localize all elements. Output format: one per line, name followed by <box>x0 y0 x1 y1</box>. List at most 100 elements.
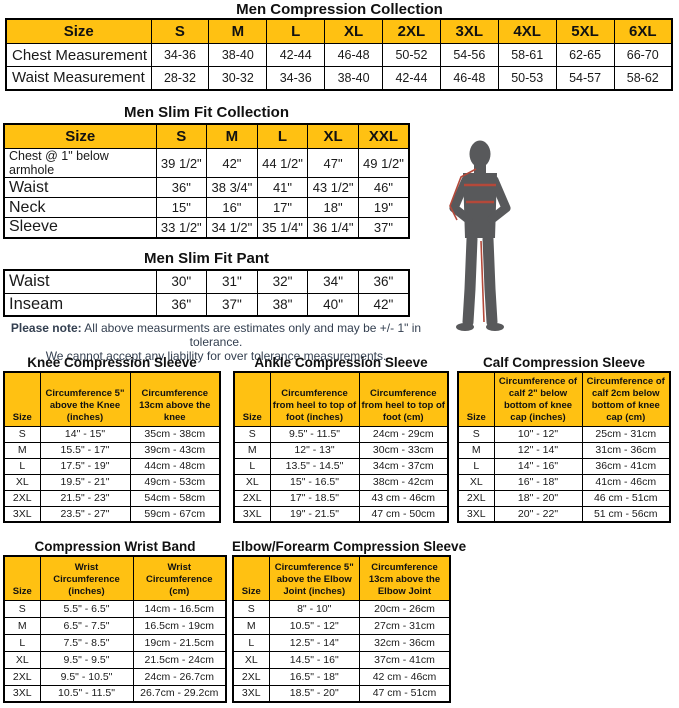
table-cell: 5.5" - 6.5" <box>39 599 134 618</box>
ankle-sleeve-title: Ankle Compression Sleeve <box>254 355 428 370</box>
table-cell: 50-53 <box>497 66 557 90</box>
table-row: 2XL 17" - 18.5" 43 cm - 46cm <box>233 489 449 507</box>
table-cell: 31cm - 36cm <box>581 441 671 459</box>
table-row: S 9.5" - 11.5" 24cm - 29cm <box>233 425 449 443</box>
table-cell: 46" <box>357 177 410 198</box>
table-cell: XL <box>232 650 270 669</box>
male-figure-silhouette <box>449 140 511 331</box>
table-cell: 38-40 <box>324 66 383 90</box>
table-cell: XL <box>3 473 41 491</box>
header-cell: XL <box>307 123 359 149</box>
table-cell: XL <box>3 650 41 669</box>
table-cell: 9.5" - 10.5" <box>39 667 134 686</box>
figure-neck <box>474 164 486 173</box>
table-cell: 42" <box>357 292 410 317</box>
table-cell: L <box>457 457 495 475</box>
table-row: Sleeve 33 1/2" 34 1/2" 35 1/4" 36 1/4" 37" <box>3 217 410 238</box>
table-cell: 44 1/2" <box>256 148 309 178</box>
table-cell: Waist <box>3 269 157 294</box>
table-cell: 18" <box>307 197 359 218</box>
table-cell: 20" - 22" <box>493 505 583 523</box>
table-cell: 2XL <box>457 489 495 507</box>
table-cell: 37" <box>206 292 258 317</box>
table-row: M 15.5" - 17" 39cm - 43cm <box>3 441 221 459</box>
table-cell: 7.5" - 8.5" <box>39 633 134 652</box>
figure-left-leg <box>462 233 478 328</box>
header-cell: Circumference 5" above the Elbow Joint (… <box>268 555 360 601</box>
table-cell: 41" <box>256 177 309 198</box>
table-cell: 16" - 18" <box>493 473 583 491</box>
figure-left-arm <box>449 175 473 224</box>
header-cell: Size <box>3 371 41 427</box>
elbow-forearm-sleeve-title: Elbow/Forearm Compression Sleeve <box>232 539 467 554</box>
table-cell: 19cm - 21.5cm <box>132 633 227 652</box>
table-cell: 20cm - 26cm <box>359 599 451 618</box>
compression-collection-table: Size S M L XL 2XL 3XL 4XL 5XL 6XL Chest Measuremen… <box>5 18 673 91</box>
table-cell: L <box>232 633 270 652</box>
table-cell: 23.5" - 27" <box>39 505 131 523</box>
header-cell: L <box>266 18 326 44</box>
table-cell: 42 cm - 46cm <box>359 667 451 686</box>
table-cell: 36" <box>357 269 410 294</box>
table-row: XL 16" - 18" 41cm - 46cm <box>457 473 671 491</box>
header-cell: L <box>256 123 309 149</box>
header-cell: Size <box>457 371 495 427</box>
figure-measurement-lines <box>449 168 496 323</box>
table-row: L 7.5" - 8.5" 19cm - 21.5cm <box>3 633 227 652</box>
slim-fit-collection-table: Size S M L XL XXL Chest @ 1" below armhole 39 1… <box>3 123 410 239</box>
header-cell: Size <box>5 18 152 44</box>
header-cell: M <box>206 123 258 149</box>
header-cell: M <box>208 18 268 44</box>
table-cell: 30" <box>155 269 208 294</box>
table-cell: 42-44 <box>382 66 441 90</box>
table-row: S 8" - 10" 20cm - 26cm <box>232 599 451 618</box>
table-cell: 49 1/2" <box>357 148 410 178</box>
table-cell: 35 1/4" <box>256 217 309 238</box>
sleeve-measure-line <box>449 168 477 221</box>
table-cell: 16.5" - 18" <box>268 667 360 686</box>
tolerance-note-lead: Please note: <box>10 321 82 335</box>
table-cell: 42" <box>206 148 258 178</box>
table-row: 3XL 18.5" - 20" 47 cm - 51cm <box>232 684 451 703</box>
table-cell: 21.5cm - 24cm <box>132 650 227 669</box>
table-cell: 54cm - 58cm <box>129 489 221 507</box>
table-cell: 54-57 <box>555 66 615 90</box>
table-row: S 5.5" - 6.5" 14cm - 16.5cm <box>3 599 227 618</box>
table-cell: 16" <box>206 197 258 218</box>
table-cell: S <box>3 425 41 443</box>
header-cell: 4XL <box>497 18 557 44</box>
header-cell: 5XL <box>555 18 615 44</box>
table-cell: 43 1/2" <box>307 177 359 198</box>
table-cell: 41cm - 46cm <box>581 473 671 491</box>
calf-sleeve-table: Size Circumference of calf 2" below botto… <box>457 371 671 523</box>
header-cell: Circumference 13cm above the Elbow Joint <box>359 555 451 601</box>
header-cell: Size <box>233 371 271 427</box>
header-cell: Size <box>3 555 41 601</box>
figure-body <box>449 140 511 331</box>
table-cell: 28-32 <box>150 66 210 90</box>
table-cell: 59cm - 67cm <box>129 505 221 523</box>
table-cell: 58-61 <box>497 43 557 67</box>
table-cell: 27cm - 31cm <box>359 616 451 635</box>
table-cell: 50-52 <box>382 43 441 67</box>
figure-right-foot <box>486 323 504 331</box>
table-cell: M <box>457 441 495 459</box>
table-cell: 32" <box>256 269 309 294</box>
knee-sleeve-title: Knee Compression Sleeve <box>27 355 197 370</box>
figure-right-leg <box>482 233 498 328</box>
table-cell: Inseam <box>3 292 157 317</box>
table-row: 3XL 19" - 21.5" 47 cm - 50cm <box>233 505 449 523</box>
wrist-band-table: Size Wrist Circumference (inches) Wrist Ci… <box>3 555 227 703</box>
table-row: M 12" - 14" 31cm - 36cm <box>457 441 671 459</box>
table-row: L 12.5" - 14" 32cm - 36cm <box>232 633 451 652</box>
header-cell: Circumference of calf 2" below bottom of… <box>493 371 583 427</box>
header-cell: S <box>150 18 210 44</box>
tolerance-note-line2: We cannot accept any liability for over … <box>45 348 387 363</box>
table-cell: 15" <box>155 197 208 218</box>
table-cell: 14cm - 16.5cm <box>132 599 227 618</box>
table-cell: L <box>3 633 41 652</box>
tolerance-note: Please note: All above measurments are e… <box>0 321 432 363</box>
inseam-measure-line <box>480 240 485 323</box>
table-cell: 35cm - 38cm <box>129 425 221 443</box>
table-cell: 16.5cm - 19cm <box>132 616 227 635</box>
